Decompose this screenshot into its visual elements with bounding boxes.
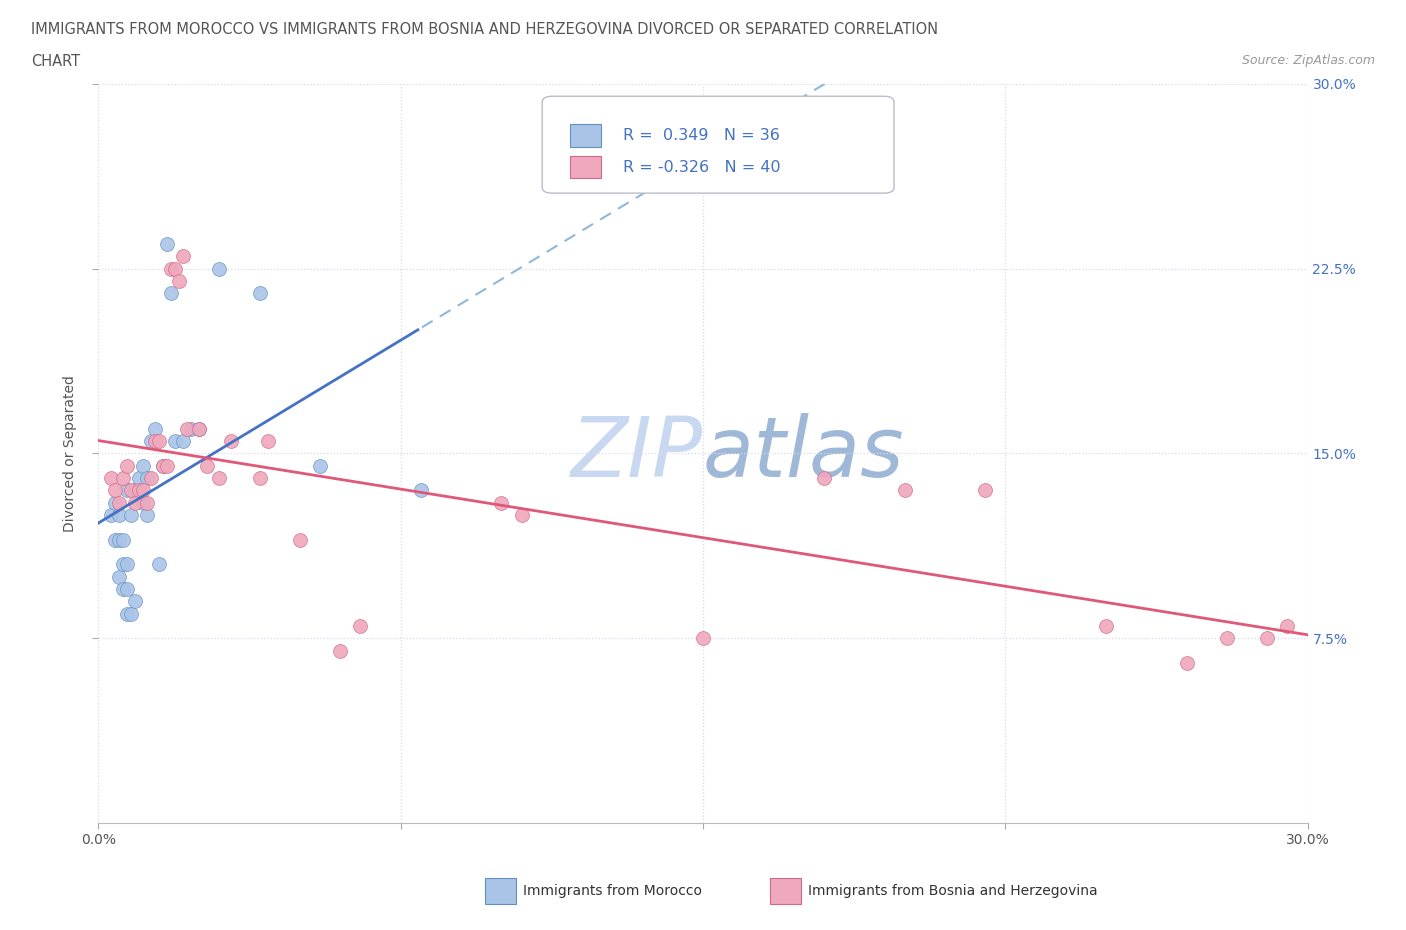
- Point: [1216, 631, 1239, 645]
- Point: [491, 495, 513, 510]
- Point: [1095, 618, 1118, 633]
- Point: [115, 557, 138, 572]
- Point: [813, 471, 835, 485]
- Point: [156, 236, 179, 251]
- Text: Source: ZipAtlas.com: Source: ZipAtlas.com: [1241, 54, 1375, 67]
- Point: [148, 557, 170, 572]
- Point: [107, 508, 129, 523]
- Point: [148, 433, 170, 448]
- Point: [167, 273, 190, 288]
- Point: [139, 433, 162, 448]
- Point: [107, 569, 129, 584]
- Point: [188, 421, 211, 436]
- Point: [176, 421, 198, 436]
- Point: [120, 508, 142, 523]
- Text: Immigrants from Morocco: Immigrants from Morocco: [523, 884, 702, 898]
- Point: [111, 557, 134, 572]
- Text: ZIP: ZIP: [571, 413, 703, 494]
- Point: [208, 261, 231, 276]
- Point: [132, 495, 155, 510]
- Y-axis label: Divorced or Separated: Divorced or Separated: [63, 375, 77, 532]
- Point: [111, 471, 134, 485]
- FancyBboxPatch shape: [569, 156, 602, 179]
- Point: [172, 433, 194, 448]
- Point: [329, 644, 352, 658]
- Point: [128, 483, 150, 498]
- Point: [1277, 618, 1299, 633]
- Point: [115, 458, 138, 473]
- Point: [692, 631, 714, 645]
- Point: [195, 458, 218, 473]
- Point: [111, 532, 134, 547]
- Point: [160, 286, 183, 300]
- Point: [135, 508, 157, 523]
- Point: [103, 532, 125, 547]
- Point: [221, 433, 243, 448]
- Point: [124, 594, 146, 609]
- Point: [510, 508, 533, 523]
- Point: [1256, 631, 1278, 645]
- Point: [111, 581, 134, 596]
- Point: [115, 606, 138, 621]
- Point: [124, 495, 146, 510]
- Point: [103, 495, 125, 510]
- Point: [128, 471, 150, 485]
- FancyBboxPatch shape: [569, 125, 602, 147]
- Point: [120, 606, 142, 621]
- Point: [120, 483, 142, 498]
- Point: [135, 495, 157, 510]
- Text: IMMIGRANTS FROM MOROCCO VS IMMIGRANTS FROM BOSNIA AND HERZEGOVINA DIVORCED OR SE: IMMIGRANTS FROM MOROCCO VS IMMIGRANTS FR…: [31, 22, 938, 37]
- Text: CHART: CHART: [31, 54, 80, 69]
- Point: [115, 581, 138, 596]
- Point: [208, 471, 231, 485]
- Point: [249, 286, 271, 300]
- Text: Immigrants from Bosnia and Herzegovina: Immigrants from Bosnia and Herzegovina: [808, 884, 1098, 898]
- Point: [309, 458, 332, 473]
- Point: [152, 458, 174, 473]
- Point: [132, 483, 155, 498]
- Text: R =  0.349   N = 36: R = 0.349 N = 36: [623, 128, 780, 143]
- Point: [143, 421, 166, 436]
- Point: [288, 532, 311, 547]
- Point: [139, 471, 162, 485]
- FancyBboxPatch shape: [543, 97, 894, 193]
- Point: [156, 458, 179, 473]
- Point: [103, 483, 125, 498]
- Point: [115, 483, 138, 498]
- Point: [124, 483, 146, 498]
- Point: [163, 433, 186, 448]
- Point: [409, 483, 432, 498]
- Point: [132, 458, 155, 473]
- Point: [160, 261, 183, 276]
- Point: [188, 421, 211, 436]
- Point: [152, 458, 174, 473]
- Point: [135, 471, 157, 485]
- Text: R = -0.326   N = 40: R = -0.326 N = 40: [623, 160, 780, 175]
- Point: [107, 532, 129, 547]
- Point: [100, 508, 122, 523]
- Point: [893, 483, 915, 498]
- Point: [249, 471, 271, 485]
- Point: [180, 421, 202, 436]
- Point: [349, 618, 371, 633]
- Point: [100, 471, 122, 485]
- Point: [143, 433, 166, 448]
- Point: [256, 433, 278, 448]
- Text: atlas: atlas: [703, 413, 904, 494]
- Point: [974, 483, 997, 498]
- Point: [172, 248, 194, 264]
- Point: [107, 495, 129, 510]
- Point: [1175, 656, 1198, 671]
- Point: [163, 261, 186, 276]
